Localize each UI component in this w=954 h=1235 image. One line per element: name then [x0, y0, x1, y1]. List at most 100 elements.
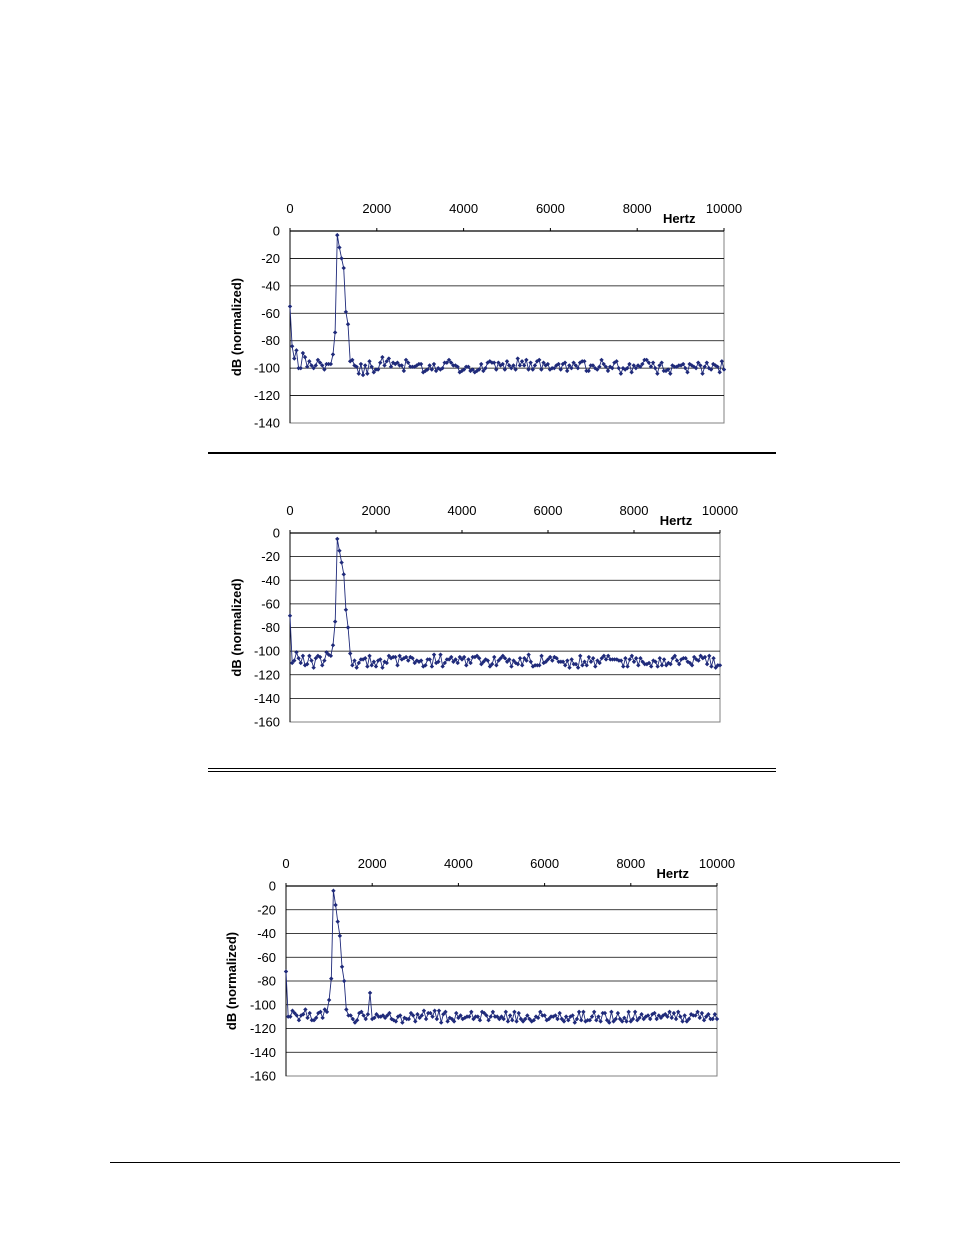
y-tick-label: 0 — [273, 526, 280, 541]
data-point — [615, 1010, 621, 1016]
data-point — [603, 364, 609, 369]
data-point — [341, 572, 346, 577]
data-point — [604, 1017, 610, 1023]
x-tick-label: 10000 — [706, 201, 742, 216]
data-point — [307, 1010, 312, 1016]
separator-line-2a — [208, 768, 776, 769]
data-point — [521, 363, 527, 368]
data-point — [562, 360, 568, 365]
data-point — [300, 350, 306, 356]
data-point — [539, 367, 544, 372]
data-point — [324, 650, 329, 655]
data-point — [378, 360, 383, 365]
data-point — [575, 365, 581, 371]
data-point — [667, 1009, 672, 1015]
data-point — [472, 654, 478, 660]
data-point — [421, 1008, 427, 1013]
data-point — [292, 356, 297, 361]
data-point — [657, 363, 662, 368]
data-point — [332, 330, 338, 335]
data-point — [287, 613, 293, 618]
data-point — [335, 536, 340, 542]
data-point — [455, 364, 460, 369]
data-point — [398, 1013, 403, 1018]
data-point — [589, 1014, 595, 1019]
data-point — [369, 364, 374, 369]
data-point — [559, 1016, 565, 1022]
data-point — [502, 367, 508, 372]
data-point — [380, 665, 385, 670]
data-point — [374, 1012, 379, 1017]
data-point — [330, 643, 336, 648]
data-point — [678, 1014, 683, 1019]
data-point — [458, 1013, 463, 1018]
data-point — [423, 368, 428, 374]
data-point — [617, 1016, 623, 1022]
data-point — [382, 363, 387, 368]
data-point — [290, 1008, 295, 1013]
data-point — [641, 1016, 646, 1022]
data-point — [442, 660, 447, 666]
y-tick-label: -120 — [250, 1021, 276, 1036]
y-tick-label: -80 — [261, 620, 280, 635]
data-point — [345, 322, 351, 327]
data-point — [408, 654, 413, 660]
data-point — [541, 360, 546, 365]
y-tick-label: -60 — [261, 596, 280, 611]
data-point — [591, 1009, 597, 1015]
data-point — [387, 1010, 392, 1016]
data-point — [401, 368, 407, 374]
data-point — [555, 1016, 560, 1022]
x-tick-label: 2000 — [362, 201, 391, 216]
data-point — [491, 360, 497, 365]
data-point — [449, 654, 454, 660]
data-point — [645, 1013, 651, 1018]
data-point — [331, 888, 336, 893]
data-point — [492, 654, 497, 660]
data-point — [715, 364, 720, 369]
data-point — [443, 1009, 448, 1015]
data-point — [305, 661, 310, 667]
data-point — [665, 367, 671, 372]
data-point — [532, 363, 538, 368]
data-point — [699, 1010, 705, 1016]
data-point — [410, 656, 415, 661]
y-tick-label: -80 — [257, 974, 276, 989]
data-point — [329, 976, 334, 981]
x-tick-label: 0 — [282, 856, 289, 871]
data-point — [337, 245, 342, 250]
data-point — [313, 363, 318, 368]
data-point — [337, 933, 343, 939]
data-point — [303, 1007, 308, 1012]
data-point — [520, 1019, 526, 1024]
data-point — [664, 663, 669, 668]
data-point — [318, 1009, 323, 1015]
data-point — [367, 359, 372, 364]
data-point — [324, 1009, 330, 1015]
data-point — [344, 1007, 349, 1012]
data-point — [352, 363, 357, 368]
x-tick-label: 4000 — [449, 201, 478, 216]
data-point — [317, 654, 323, 660]
data-point — [710, 1016, 715, 1022]
data-point — [423, 1016, 429, 1022]
data-point — [341, 265, 346, 271]
data-point — [375, 367, 381, 372]
data-point — [330, 352, 336, 357]
x-tick-label: 10000 — [702, 503, 738, 518]
data-point — [684, 1019, 690, 1024]
data-point — [461, 367, 467, 372]
data-point — [413, 1019, 418, 1024]
data-point — [570, 1013, 575, 1018]
data-point — [415, 1012, 420, 1017]
separator-line-2b — [208, 771, 776, 772]
data-point — [339, 256, 344, 261]
data-point — [354, 364, 359, 369]
data-point — [619, 1019, 625, 1024]
data-point — [315, 357, 321, 363]
data-point — [691, 364, 697, 369]
data-point — [518, 1016, 524, 1022]
data-point — [430, 1014, 435, 1019]
spectrum-chart-3: 0 -20 -40 -60 -80 -100 -120 -140 -160 0 2000 4000 60… — [224, 856, 735, 1084]
data-point — [304, 364, 310, 369]
